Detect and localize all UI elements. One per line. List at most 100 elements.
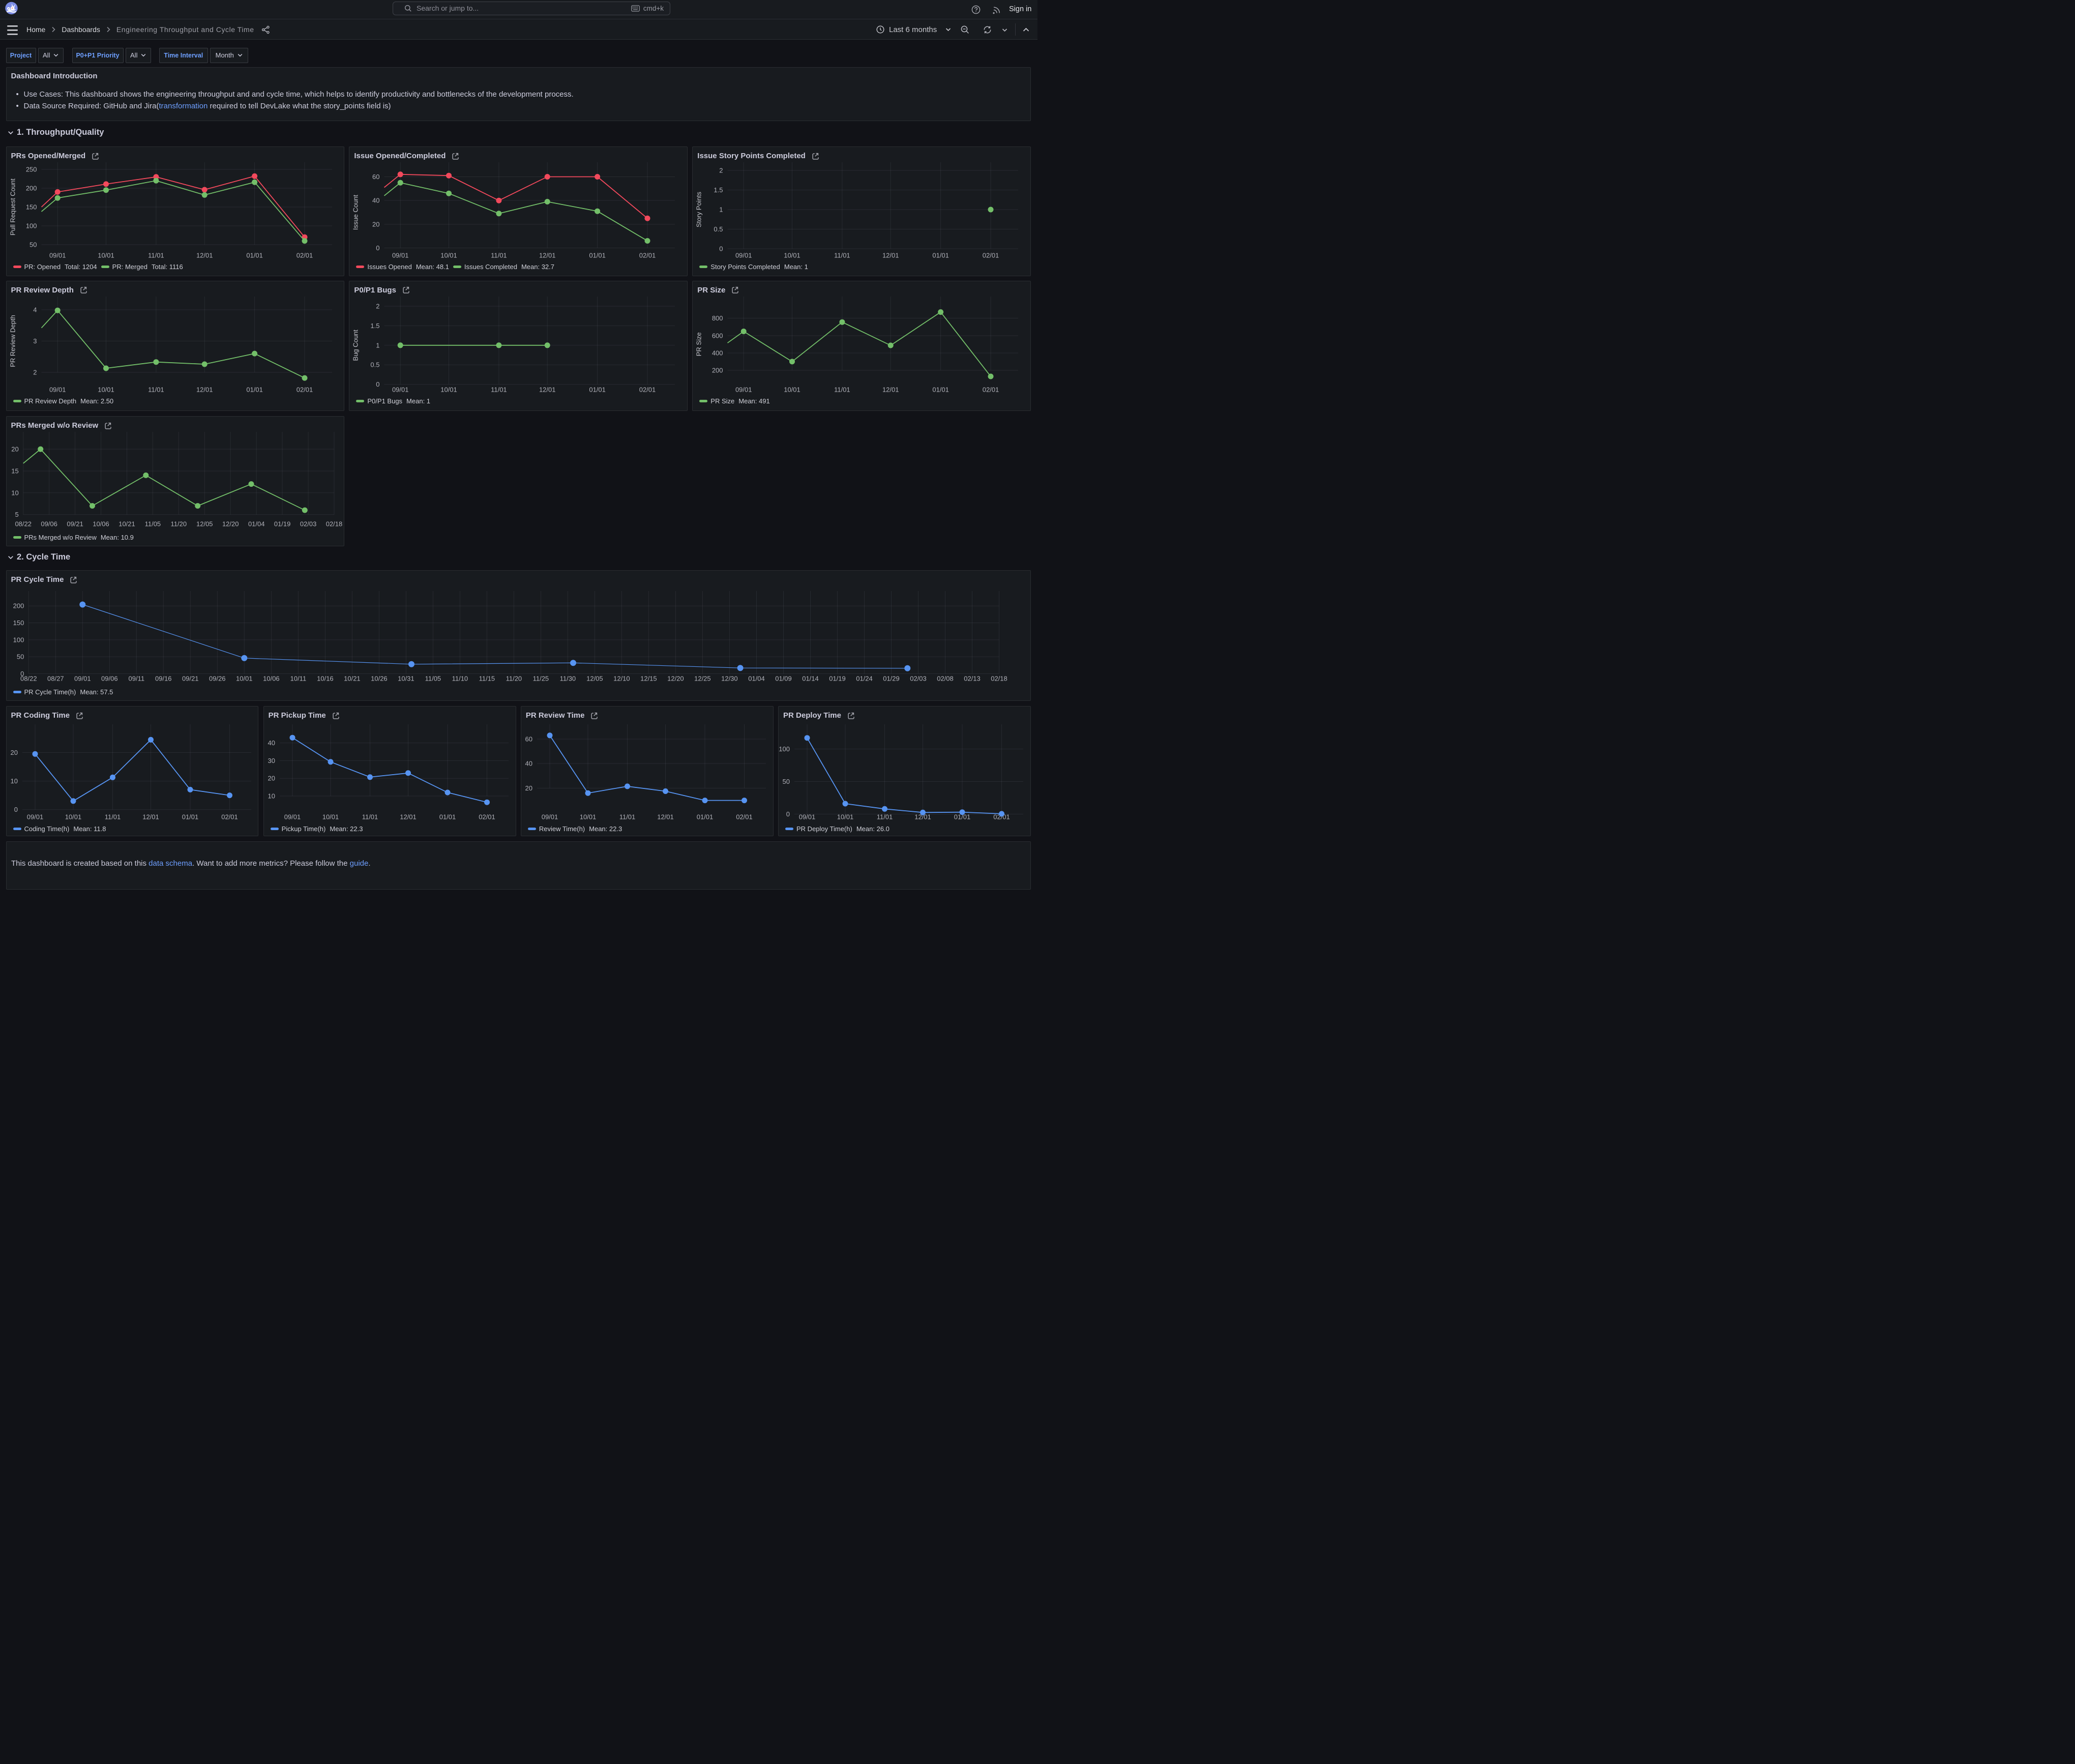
svg-text:10/01: 10/01	[98, 251, 114, 259]
svg-text:09/06: 09/06	[41, 520, 57, 527]
svg-text:20: 20	[372, 220, 379, 228]
svg-text:09/06: 09/06	[101, 674, 118, 682]
svg-text:200: 200	[25, 185, 37, 192]
svg-text:2: 2	[720, 167, 723, 174]
svg-text:02/18: 02/18	[991, 674, 1007, 682]
svg-text:1: 1	[376, 341, 380, 349]
svg-text:40: 40	[372, 197, 379, 204]
svg-text:10/21: 10/21	[118, 520, 135, 527]
svg-text:Pull Request Count: Pull Request Count	[9, 179, 16, 236]
svg-text:01/19: 01/19	[274, 520, 290, 527]
svg-text:150: 150	[13, 619, 24, 627]
svg-text:12/01: 12/01	[196, 251, 213, 259]
svg-text:15: 15	[11, 467, 18, 475]
svg-text:10: 10	[10, 777, 17, 785]
svg-text:10/11: 10/11	[290, 674, 306, 682]
svg-text:01/01: 01/01	[933, 251, 950, 259]
svg-text:4: 4	[33, 306, 37, 313]
svg-text:0: 0	[20, 670, 24, 678]
svg-text:11/01: 11/01	[834, 251, 850, 259]
svg-text:50: 50	[783, 778, 790, 785]
svg-text:0.5: 0.5	[714, 225, 723, 233]
svg-text:Issue Count: Issue Count	[352, 194, 360, 230]
svg-text:60: 60	[372, 173, 379, 181]
svg-text:01/29: 01/29	[883, 674, 899, 682]
svg-text:09/21: 09/21	[182, 674, 199, 682]
svg-text:50: 50	[29, 241, 37, 248]
svg-text:01/24: 01/24	[856, 674, 873, 682]
svg-text:01/01: 01/01	[697, 813, 714, 821]
svg-text:11/25: 11/25	[532, 674, 549, 682]
svg-text:2: 2	[33, 368, 37, 376]
svg-text:09/01: 09/01	[735, 251, 752, 259]
svg-text:1.5: 1.5	[714, 186, 723, 194]
svg-text:10/01: 10/01	[784, 386, 801, 393]
svg-text:11/01: 11/01	[619, 813, 636, 821]
svg-text:12/30: 12/30	[721, 674, 738, 682]
svg-text:PR Review Depth: PR Review Depth	[9, 315, 16, 367]
svg-text:600: 600	[712, 332, 723, 339]
svg-text:09/01: 09/01	[735, 386, 752, 393]
svg-text:20: 20	[525, 784, 532, 792]
svg-text:09/26: 09/26	[209, 674, 226, 682]
svg-text:01/14: 01/14	[802, 674, 819, 682]
svg-text:50: 50	[16, 653, 23, 661]
svg-text:10/01: 10/01	[837, 813, 854, 821]
svg-text:12/01: 12/01	[400, 813, 417, 821]
svg-text:10: 10	[11, 489, 18, 496]
svg-text:11/01: 11/01	[834, 386, 850, 393]
svg-text:3: 3	[33, 337, 37, 345]
svg-text:02/01: 02/01	[736, 813, 753, 821]
svg-text:09/16: 09/16	[155, 674, 172, 682]
svg-text:02/08: 02/08	[937, 674, 954, 682]
svg-text:01/04: 01/04	[248, 520, 264, 527]
svg-text:12/01: 12/01	[882, 251, 899, 259]
svg-text:10/06: 10/06	[93, 520, 109, 527]
svg-text:10/26: 10/26	[371, 674, 387, 682]
svg-text:11/01: 11/01	[877, 813, 893, 821]
svg-text:09/01: 09/01	[392, 386, 409, 393]
svg-text:02/03: 02/03	[910, 674, 927, 682]
svg-text:01/01: 01/01	[439, 813, 456, 821]
svg-text:09/01: 09/01	[284, 813, 301, 821]
svg-text:150: 150	[25, 203, 37, 211]
svg-text:40: 40	[268, 739, 275, 747]
svg-text:10/01: 10/01	[236, 674, 253, 682]
svg-text:09/11: 09/11	[128, 674, 144, 682]
svg-text:Bug Count: Bug Count	[352, 329, 360, 361]
svg-text:100: 100	[25, 222, 37, 229]
svg-text:2: 2	[376, 302, 380, 310]
svg-text:12/20: 12/20	[667, 674, 684, 682]
svg-text:10/01: 10/01	[580, 813, 597, 821]
svg-text:01/01: 01/01	[954, 813, 971, 821]
svg-text:1.5: 1.5	[371, 321, 380, 329]
svg-text:30: 30	[268, 757, 275, 765]
svg-text:10/01: 10/01	[65, 813, 81, 821]
svg-text:60: 60	[525, 736, 532, 743]
svg-text:02/01: 02/01	[296, 251, 313, 259]
svg-text:02/03: 02/03	[300, 520, 316, 527]
svg-text:01/09: 01/09	[775, 674, 791, 682]
svg-text:12/05: 12/05	[586, 674, 603, 682]
svg-text:09/01: 09/01	[392, 251, 409, 259]
svg-text:11/01: 11/01	[491, 386, 508, 393]
svg-text:40: 40	[525, 760, 532, 768]
svg-text:10/01: 10/01	[441, 386, 458, 393]
svg-text:10: 10	[268, 792, 275, 800]
svg-text:11/01: 11/01	[491, 251, 508, 259]
svg-text:0: 0	[14, 806, 17, 813]
svg-text:12/05: 12/05	[196, 520, 213, 527]
svg-text:10/21: 10/21	[344, 674, 361, 682]
svg-text:09/01: 09/01	[542, 813, 558, 821]
svg-text:100: 100	[13, 636, 24, 643]
svg-text:100: 100	[779, 745, 790, 753]
svg-text:Story Points: Story Points	[695, 191, 703, 227]
svg-text:10/01: 10/01	[441, 251, 458, 259]
svg-text:02/01: 02/01	[983, 251, 999, 259]
svg-text:10/06: 10/06	[263, 674, 280, 682]
svg-text:01/04: 01/04	[748, 674, 765, 682]
svg-text:12/01: 12/01	[196, 386, 213, 393]
svg-text:10/01: 10/01	[322, 813, 339, 821]
svg-text:01/01: 01/01	[589, 251, 606, 259]
svg-text:0: 0	[376, 244, 380, 252]
